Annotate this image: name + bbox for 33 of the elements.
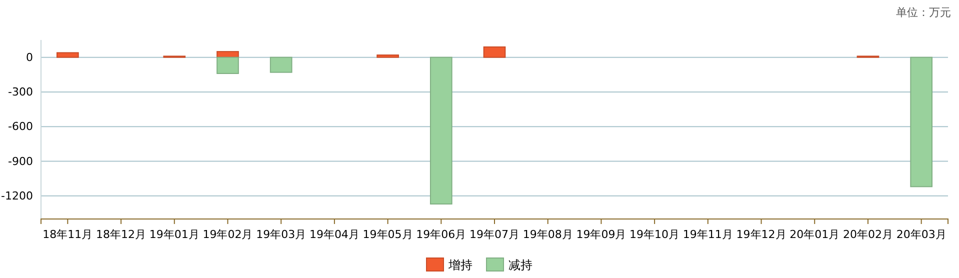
bar: [56, 52, 79, 58]
x-tick-label: 19年10月: [630, 228, 680, 241]
x-tick-label: 19年04月: [309, 228, 360, 241]
x-tick-label: 18年12月: [96, 228, 146, 241]
y-tick-label: -300: [8, 85, 33, 98]
x-tick-label: 20年02月: [842, 228, 893, 241]
x-tick-label: 18年11月: [42, 228, 93, 241]
x-tick-label: 19年07月: [470, 228, 520, 241]
x-tick-label: 19年11月: [682, 228, 733, 241]
x-tick-label: 20年03月: [896, 228, 946, 241]
x-tick-label: 19年05月: [362, 228, 413, 241]
bar: [216, 51, 239, 58]
text: 单位：万元: [896, 6, 951, 19]
bar: [376, 54, 399, 58]
x-tick-label: 20年01月: [790, 228, 840, 241]
x-tick-label: 19年09月: [576, 228, 626, 241]
bar: [910, 56, 932, 188]
bar: [216, 56, 239, 74]
x-tick-label: 19年03月: [256, 228, 306, 241]
legend-label: 减持: [508, 258, 532, 272]
y-tick-label: -900: [8, 154, 33, 168]
legend-label: 增持: [448, 258, 472, 272]
x-tick-label: 19年02月: [202, 228, 253, 241]
x-tick-label: 19年01月: [149, 228, 200, 241]
bar: [430, 56, 452, 204]
y-tick-label: -1200: [1, 189, 33, 202]
x-tick-label: 19年12月: [736, 228, 786, 241]
x-tick-label: 19年06月: [416, 228, 466, 241]
y-tick-label: -600: [8, 120, 33, 134]
x-tick-label: 19年08月: [522, 228, 573, 241]
y-tick-label: 0: [26, 50, 33, 64]
bar: [483, 46, 506, 58]
bar: [270, 56, 292, 73]
